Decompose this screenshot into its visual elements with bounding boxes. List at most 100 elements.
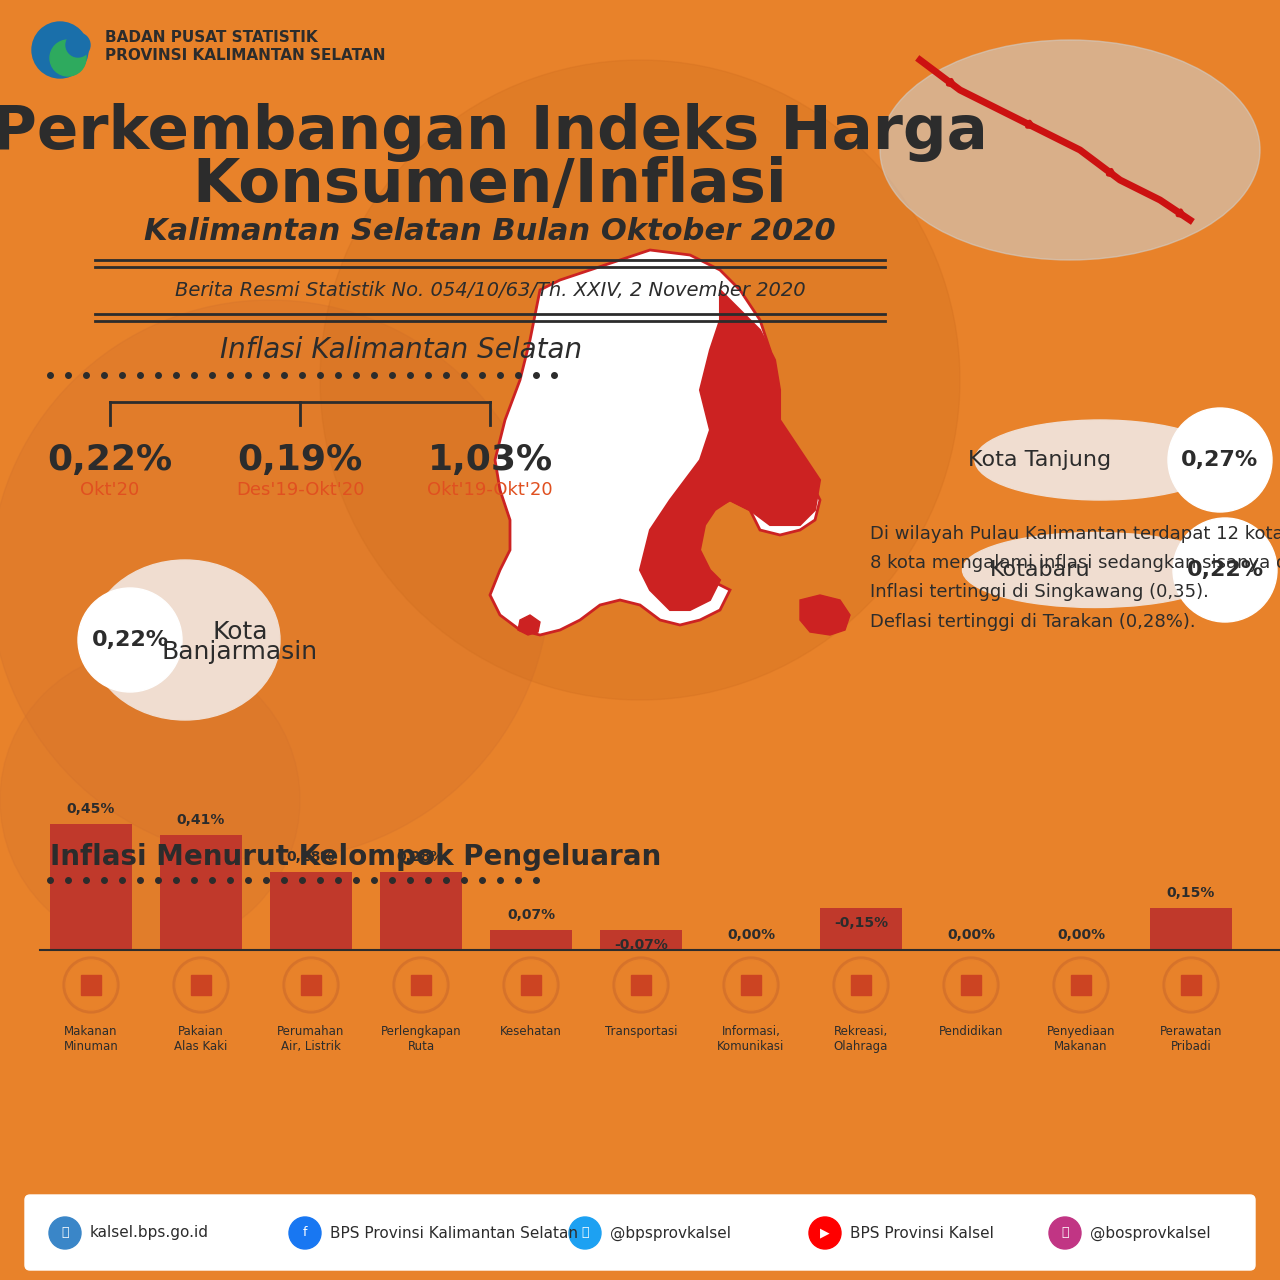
- Text: Rekreasi,
Olahraga: Rekreasi, Olahraga: [833, 1025, 888, 1053]
- Text: 0,45%: 0,45%: [67, 803, 115, 817]
- Text: 0,41%: 0,41%: [177, 813, 225, 827]
- Text: Inflasi Kalimantan Selatan: Inflasi Kalimantan Selatan: [220, 335, 582, 364]
- Circle shape: [833, 957, 890, 1012]
- Text: Perawatan
Pribadi: Perawatan Pribadi: [1160, 1025, 1222, 1053]
- Text: BPS Provinsi Kalsel: BPS Provinsi Kalsel: [850, 1225, 993, 1240]
- Text: Perkembangan Indeks Harga: Perkembangan Indeks Harga: [0, 102, 988, 161]
- Polygon shape: [800, 595, 850, 635]
- Text: 0,15%: 0,15%: [1167, 886, 1215, 900]
- Bar: [820, 908, 902, 950]
- Circle shape: [320, 60, 960, 700]
- Circle shape: [283, 957, 339, 1012]
- Text: 0,22%: 0,22%: [1187, 561, 1263, 580]
- Circle shape: [723, 957, 780, 1012]
- Text: Berita Resmi Statistik No. 054/10/63/Th. XXIV, 2 November 2020: Berita Resmi Statistik No. 054/10/63/Th.…: [174, 280, 805, 300]
- Circle shape: [616, 960, 666, 1010]
- Circle shape: [506, 960, 556, 1010]
- Ellipse shape: [90, 561, 280, 719]
- Text: Okt'20: Okt'20: [81, 481, 140, 499]
- Circle shape: [173, 957, 229, 1012]
- Circle shape: [50, 40, 86, 76]
- Text: -0,07%: -0,07%: [614, 938, 668, 952]
- Text: Di wilayah Pulau Kalimantan terdapat 12 kota IHK,
8 kota mengalami inflasi sedan: Di wilayah Pulau Kalimantan terdapat 12 …: [870, 525, 1280, 631]
- Text: Kota Tanjung: Kota Tanjung: [969, 451, 1111, 470]
- Text: -0,15%: -0,15%: [835, 916, 888, 931]
- Circle shape: [946, 960, 996, 1010]
- Circle shape: [503, 957, 559, 1012]
- Text: BADAN PUSAT STATISTIK: BADAN PUSAT STATISTIK: [105, 29, 317, 45]
- Ellipse shape: [975, 420, 1225, 500]
- Text: Penyediaan
Makanan: Penyediaan Makanan: [1047, 1025, 1115, 1053]
- Text: 0,00%: 0,00%: [1057, 928, 1105, 942]
- Circle shape: [943, 957, 998, 1012]
- Text: PROVINSI KALIMANTAN SELATAN: PROVINSI KALIMANTAN SELATAN: [105, 47, 385, 63]
- Bar: [50, 824, 132, 950]
- Circle shape: [396, 960, 445, 1010]
- Text: 🐦: 🐦: [581, 1226, 589, 1239]
- Text: Des'19-Okt'20: Des'19-Okt'20: [236, 481, 365, 499]
- Text: 0,07%: 0,07%: [507, 909, 556, 923]
- Text: 0,28%: 0,28%: [287, 850, 335, 864]
- Circle shape: [570, 1217, 602, 1249]
- Circle shape: [177, 960, 227, 1010]
- Text: 📷: 📷: [1061, 1226, 1069, 1239]
- Ellipse shape: [963, 532, 1228, 608]
- Circle shape: [1169, 408, 1272, 512]
- Text: 0,28%: 0,28%: [397, 850, 445, 864]
- Text: Pendidikan: Pendidikan: [938, 1025, 1004, 1038]
- Text: BPS Provinsi Kalimantan Selatan: BPS Provinsi Kalimantan Selatan: [330, 1225, 579, 1240]
- Text: Perumahan
Air, Listrik: Perumahan Air, Listrik: [278, 1025, 344, 1053]
- Bar: [600, 931, 682, 950]
- Text: Kesehatan: Kesehatan: [500, 1025, 562, 1038]
- Circle shape: [1050, 1217, 1082, 1249]
- Text: 0,27%: 0,27%: [1181, 451, 1258, 470]
- Text: Konsumen/Inflasi: Konsumen/Inflasi: [192, 155, 787, 215]
- Text: Kalimantan Selatan Bulan Oktober 2020: Kalimantan Selatan Bulan Oktober 2020: [145, 218, 836, 247]
- Circle shape: [393, 957, 449, 1012]
- Text: 0,00%: 0,00%: [947, 928, 995, 942]
- Text: @bpsprovkalsel: @bpsprovkalsel: [611, 1225, 731, 1240]
- Circle shape: [67, 960, 116, 1010]
- Bar: [270, 872, 352, 950]
- Circle shape: [1053, 957, 1108, 1012]
- Text: Kota: Kota: [212, 620, 268, 644]
- Text: ▶: ▶: [820, 1226, 829, 1239]
- Circle shape: [49, 1217, 81, 1249]
- Text: Transportasi: Transportasi: [604, 1025, 677, 1038]
- Circle shape: [0, 300, 550, 860]
- Text: Pakaian
Alas Kaki: Pakaian Alas Kaki: [174, 1025, 228, 1053]
- Text: f: f: [303, 1226, 307, 1239]
- Text: 0,00%: 0,00%: [727, 928, 776, 942]
- Circle shape: [63, 957, 119, 1012]
- Circle shape: [836, 960, 886, 1010]
- Circle shape: [289, 1217, 321, 1249]
- Text: Makanan
Minuman: Makanan Minuman: [64, 1025, 118, 1053]
- Text: Okt'19-Okt'20: Okt'19-Okt'20: [428, 481, 553, 499]
- Text: 1,03%: 1,03%: [428, 443, 553, 477]
- Text: Banjarmasin: Banjarmasin: [163, 640, 317, 664]
- Polygon shape: [490, 250, 820, 635]
- Text: 0,19%: 0,19%: [237, 443, 362, 477]
- Text: 0,22%: 0,22%: [47, 443, 173, 477]
- Text: 0,22%: 0,22%: [91, 630, 169, 650]
- Text: kalsel.bps.go.id: kalsel.bps.go.id: [90, 1225, 209, 1240]
- Circle shape: [0, 650, 300, 950]
- Circle shape: [1164, 957, 1219, 1012]
- Circle shape: [613, 957, 669, 1012]
- Circle shape: [78, 588, 182, 692]
- Ellipse shape: [881, 40, 1260, 260]
- Text: Informasi,
Komunikasi: Informasi, Komunikasi: [717, 1025, 785, 1053]
- Circle shape: [285, 960, 335, 1010]
- Circle shape: [32, 22, 88, 78]
- Circle shape: [1166, 960, 1216, 1010]
- Text: Inflasi Menurut Kelompok Pengeluaran: Inflasi Menurut Kelompok Pengeluaran: [50, 844, 662, 870]
- Circle shape: [67, 33, 90, 58]
- Circle shape: [726, 960, 776, 1010]
- Ellipse shape: [105, 575, 205, 666]
- Text: @bosprovkalsel: @bosprovkalsel: [1091, 1225, 1211, 1240]
- FancyBboxPatch shape: [26, 1196, 1254, 1270]
- Text: 🌐: 🌐: [61, 1226, 69, 1239]
- Bar: [1149, 908, 1231, 950]
- Text: Perlengkapan
Ruta: Perlengkapan Ruta: [380, 1025, 461, 1053]
- Text: Kotabaru: Kotabaru: [989, 561, 1091, 580]
